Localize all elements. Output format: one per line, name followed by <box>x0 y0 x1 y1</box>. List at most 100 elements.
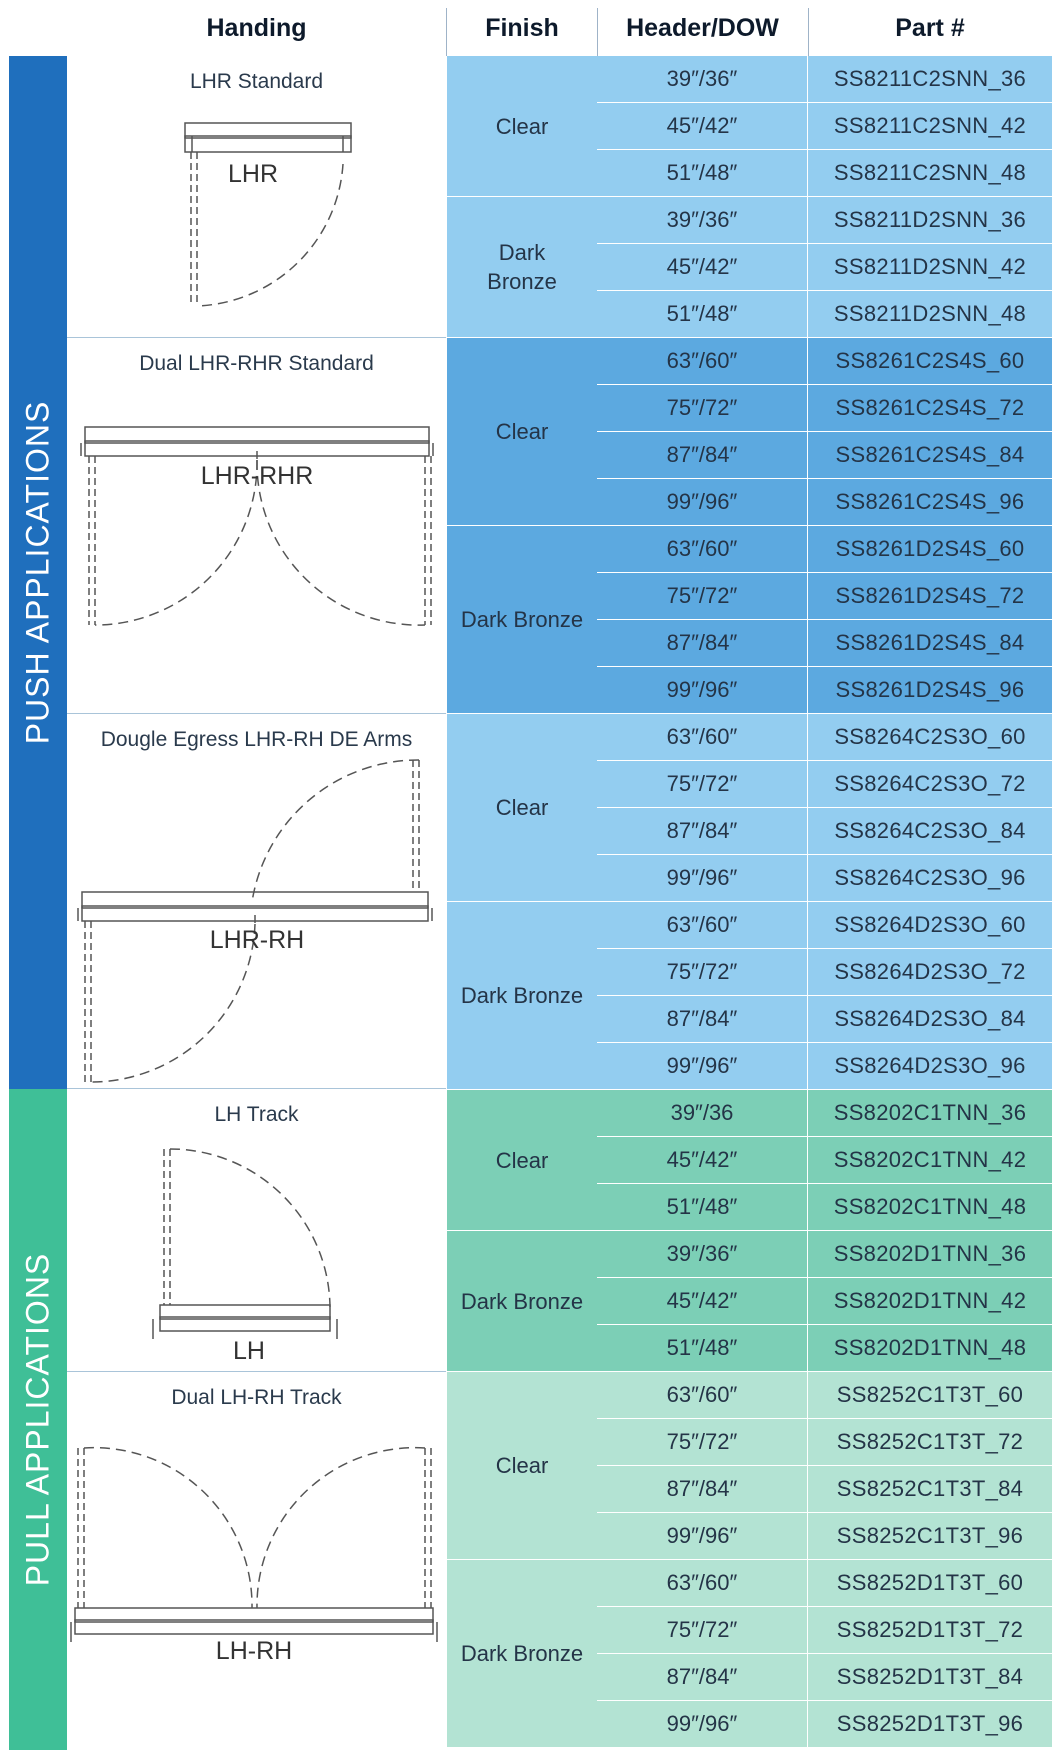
double-egress-door-diagram: LHR-RH <box>77 759 433 1083</box>
dual-lh-rh-track-door-diagram: LH-RH <box>70 1446 438 1665</box>
diagram-label: LH-RH <box>216 1637 292 1665</box>
table-row: 51″/48″ SS8211C2SNN_48 <box>597 150 1052 197</box>
header-dow-value: 45″/42″ <box>597 103 808 149</box>
finish-cell: Dark Bronze <box>447 197 597 338</box>
part-number: SS8264C2S3O_60 <box>834 724 1026 749</box>
header-dow-value: 51″/48″ <box>597 1184 808 1230</box>
table-row: 63″/60″ SS8261D2S4S_60 <box>597 526 1052 573</box>
table-row: 87″/84″ SS8252C1T3T_84 <box>597 1466 1052 1513</box>
handing-title: LHR Standard <box>189 70 324 93</box>
table-row: 39″/36 SS8202C1TNN_36 <box>597 1090 1052 1137</box>
header-dow-value: 99″/96″ <box>597 479 808 525</box>
push-applications-band: PUSH APPLICATIONS <box>9 56 67 1089</box>
table-row: 87″/84″ SS8264D2S3O_84 <box>597 996 1052 1043</box>
lh-track-door-diagram: LH <box>152 1148 338 1365</box>
part-number: SS8261C2S4S_96 <box>835 489 1025 514</box>
handing-title: Dual LHR-RHR Standard <box>139 352 374 375</box>
header-dow-value: 75″/72″ <box>597 1419 808 1465</box>
header-dow-value: 63″/60″ <box>597 1372 808 1418</box>
part-number: SS8252C1T3T_96 <box>836 1523 1024 1548</box>
lhr-door-diagram: LHR <box>184 122 352 307</box>
table-row: 75″/72″ SS8264D2S3O_72 <box>597 949 1052 996</box>
finish-cell: Clear <box>447 1090 597 1231</box>
handing-title: Dougle Egress LHR-RH DE Arms <box>100 728 413 751</box>
part-number: SS8261C2S4S_72 <box>835 395 1025 420</box>
header-dow-value: 99″/96″ <box>597 855 808 901</box>
header-dow-value: 39″/36″ <box>597 56 808 102</box>
header-dow-value: 63″/60″ <box>597 1560 808 1606</box>
table-row: 99″/96″ SS8261C2S4S_96 <box>597 479 1052 526</box>
finish-cell: Dark Bronze <box>447 902 597 1090</box>
part-number: SS8202D1TNN_42 <box>833 1288 1027 1313</box>
handing-cell-dual-lh-rh-track: Dual LH-RH Track LH-RH <box>67 1372 446 1750</box>
header-dow-value: 87″/84″ <box>597 996 808 1042</box>
part-number: SS8202D1TNN_36 <box>833 1241 1027 1266</box>
handing-cell-dual-lhr-rhr: Dual LHR-RHR Standard LHR-RHR <box>67 338 446 714</box>
table-row: 45″/42″ SS8211C2SNN_42 <box>597 103 1052 150</box>
header-dow-value: 63″/60″ <box>597 338 808 384</box>
header-part: Part # <box>895 13 965 42</box>
header-dow-value: 87″/84″ <box>597 1466 808 1512</box>
header-dow-value: 87″/84″ <box>597 808 808 854</box>
part-number: SS8261C2S4S_84 <box>835 442 1025 467</box>
part-number: SS8264C2S3O_72 <box>834 771 1026 796</box>
part-number: SS8252D1T3T_96 <box>836 1711 1024 1736</box>
table-row: 75″/72″ SS8261D2S4S_72 <box>597 573 1052 620</box>
header-dow-value: 99″/96″ <box>597 1513 808 1559</box>
part-number: SS8264D2S3O_60 <box>834 912 1026 937</box>
table-row: 45″/42″ SS8211D2SNN_42 <box>597 244 1052 291</box>
table-row: 99″/96″ SS8264C2S3O_96 <box>597 855 1052 902</box>
part-number: SS8252C1T3T_60 <box>836 1382 1024 1407</box>
header-dow-value: 39″/36 <box>597 1090 808 1136</box>
header-dow-value: 51″/48″ <box>597 150 808 196</box>
part-number: SS8202C1TNN_42 <box>833 1147 1027 1172</box>
header-dow-value: 99″/96″ <box>597 1701 808 1747</box>
handing-cell-lh-track: LH Track LH <box>67 1089 446 1372</box>
part-number: SS8264D2S3O_72 <box>834 959 1026 984</box>
part-number: SS8202C1TNN_48 <box>833 1194 1027 1219</box>
table-row: 63″/60″ SS8252D1T3T_60 <box>597 1560 1052 1607</box>
table-row: 75″/72″ SS8264C2S3O_72 <box>597 761 1052 808</box>
table-row: 63″/60″ SS8264C2S3O_60 <box>597 714 1052 761</box>
header-dow-value: 75″/72″ <box>597 949 808 995</box>
part-number: SS8264C2S3O_84 <box>834 818 1026 843</box>
header-size: Header/DOW <box>626 13 779 42</box>
header-dow-value: 63″/60″ <box>597 902 808 948</box>
header-dow-value: 45″/42″ <box>597 1278 808 1324</box>
handing-cell-lhr-standard: LHR Standard LHR <box>67 56 446 338</box>
part-number: SS8211D2SNN_48 <box>833 301 1027 326</box>
finish-cell: Clear <box>447 1372 597 1560</box>
table-row: 99″/96″ SS8252C1T3T_96 <box>597 1513 1052 1560</box>
table-row: 39″/36″ SS8202D1TNN_36 <box>597 1231 1052 1278</box>
part-number: SS8211C2SNN_36 <box>833 66 1027 91</box>
finish-cell: Clear <box>447 338 597 526</box>
part-number: SS8264C2S3O_96 <box>834 865 1026 890</box>
part-number: SS8211C2SNN_48 <box>833 160 1027 185</box>
part-number: SS8261D2S4S_60 <box>835 536 1025 561</box>
table-row: 39″/36″ SS8211D2SNN_36 <box>597 197 1052 244</box>
header-dow-value: 87″/84″ <box>597 620 808 666</box>
handing-title: Dual LH-RH Track <box>171 1386 342 1409</box>
table-row: 87″/84″ SS8252D1T3T_84 <box>597 1654 1052 1701</box>
table-row: 75″/72″ SS8261C2S4S_72 <box>597 385 1052 432</box>
header-dow-value: 51″/48″ <box>597 291 808 337</box>
part-number: SS8252C1T3T_72 <box>836 1429 1024 1454</box>
table-row: 87″/84″ SS8261D2S4S_84 <box>597 620 1052 667</box>
dual-lhr-rhr-door-diagram: LHR-RHR <box>80 426 434 626</box>
part-number: SS8252C1T3T_84 <box>836 1476 1024 1501</box>
table-row: 99″/96″ SS8261D2S4S_96 <box>597 667 1052 714</box>
header-dow-value: 75″/72″ <box>597 761 808 807</box>
table-row: 99″/96″ SS8264D2S3O_96 <box>597 1043 1052 1090</box>
header-dow-value: 87″/84″ <box>597 432 808 478</box>
header-handing: Handing <box>206 13 307 42</box>
part-number: SS8252D1T3T_84 <box>836 1664 1024 1689</box>
table-row: 63″/60″ SS8264D2S3O_60 <box>597 902 1052 949</box>
part-number: SS8211D2SNN_42 <box>833 254 1027 279</box>
part-number: SS8264D2S3O_84 <box>834 1006 1026 1031</box>
table-row: 63″/60″ SS8252C1T3T_60 <box>597 1372 1052 1419</box>
finish-cell: Clear <box>447 56 597 197</box>
part-number: SS8264D2S3O_96 <box>834 1053 1026 1078</box>
table-row: 75″/72″ SS8252D1T3T_72 <box>597 1607 1052 1654</box>
table-row: 51″/48″ SS8211D2SNN_48 <box>597 291 1052 338</box>
part-number: SS8202C1TNN_36 <box>833 1100 1027 1125</box>
